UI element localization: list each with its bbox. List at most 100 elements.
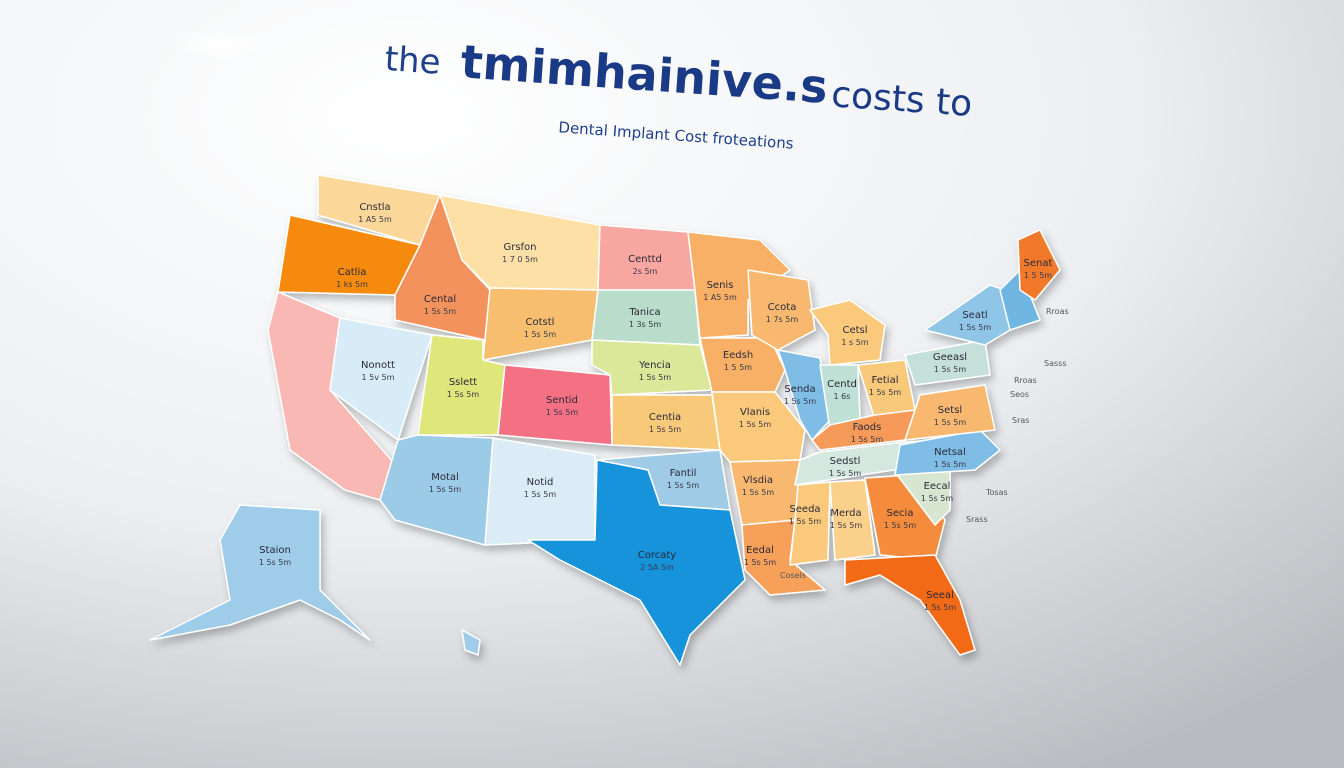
state-value: 1 5v 5m [362, 373, 395, 382]
state-value: 1 5s 5m [259, 558, 292, 567]
state-shape [904, 339, 991, 386]
state-value: 1 5 5m [724, 363, 752, 372]
state-shape [844, 554, 976, 656]
state-name: Eedsh [723, 350, 753, 361]
state-value: 2 5A 5m [640, 563, 674, 572]
state-name: Sslett [449, 377, 477, 388]
state-shape [904, 384, 996, 441]
state-name: Cetsl [842, 325, 867, 336]
state-name: Vlsdia [743, 475, 773, 486]
state-value: 1 A5 5m [358, 215, 392, 224]
state-shape [789, 481, 831, 566]
state-name: Fantil [670, 468, 697, 479]
state-value: 1 5s 5m [639, 373, 672, 382]
state-value: 1 A5 5m [703, 293, 737, 302]
state-shape [1017, 229, 1061, 301]
state-value: 1 s 5m [841, 338, 868, 347]
state-value: 1 5s 5m [789, 517, 822, 526]
state-labels: Cnstla 1 A5 5m Catlia 1 ks 5m Grsfon 1 7 0 5m… [259, 202, 1053, 612]
coast-label: Cosels [780, 571, 806, 580]
state-name: Senda [784, 384, 815, 395]
coast-label: Sasss [1044, 359, 1066, 368]
state-name: Fetial [872, 375, 899, 386]
state-value: 1 5s 5m [851, 435, 884, 444]
state-value: 1 7 0 5m [502, 255, 538, 264]
state-name: Vlanis [740, 407, 770, 418]
state-value: 1 5s 5m [934, 460, 967, 469]
coast-labels: Cosels Rroas Sasss Rroas Seos Sras Tosas Srass [780, 307, 1069, 580]
state-shape [829, 479, 876, 561]
state-value: 1 5s 5m [884, 521, 917, 530]
coast-label: Rroas [1014, 376, 1037, 385]
state-shape [747, 269, 816, 351]
state-value: 1 5s 5m [524, 330, 557, 339]
state-value: 1 5s 5m [424, 307, 457, 316]
state-value: 1 5s 5m [667, 481, 700, 490]
state-value: 1 ks 5m [336, 280, 368, 289]
state-name: Catlia [338, 267, 367, 278]
state-name: Senis [707, 280, 734, 291]
state-value: 1 5s 5m [934, 365, 967, 374]
state-name: Sentid [546, 395, 578, 406]
state-name: Cotstl [526, 317, 555, 328]
state-name: Netsal [934, 447, 966, 458]
state-value: 1 7s 5m [766, 315, 799, 324]
state-value: 1 5s 5m [649, 425, 682, 434]
state-name: Setsl [938, 405, 962, 416]
state-name: Nonott [361, 360, 395, 371]
state-shape [809, 299, 886, 366]
state-name: Secia [887, 508, 914, 519]
state-value: 1 3s 5m [629, 320, 662, 329]
state-value: 1 5s 5m [546, 408, 579, 417]
state-name: Notid [527, 477, 554, 488]
state-shape [999, 269, 1041, 331]
state-name: Seeda [789, 504, 820, 515]
state-shape [149, 504, 371, 641]
title-tail: costs to [830, 74, 974, 125]
light-spot [175, 29, 265, 61]
state-name: Sedstl [830, 456, 861, 467]
state-value: 1 5s 5m [959, 323, 992, 332]
title-lead: the [383, 39, 441, 83]
state-value: 1 5 5m [1024, 271, 1052, 280]
state-value: 1 5s 5m [869, 388, 902, 397]
state-name: Senat [1024, 258, 1053, 269]
state-value: 2s 5m [633, 267, 658, 276]
state-name: Seatl [962, 310, 987, 321]
state-value: 1 5s 5m [429, 485, 462, 494]
state-name: Corcaty [638, 550, 677, 561]
state-shape [687, 231, 791, 339]
state-name: Staion [259, 545, 291, 556]
coast-label: Srass [966, 515, 988, 524]
state-name: Yencia [638, 360, 671, 371]
coast-label: Rroas [1046, 307, 1069, 316]
state-name: Tanica [628, 307, 660, 318]
state-value: 1 5s 5m [784, 397, 817, 406]
state-value: 1 5s 5m [924, 603, 957, 612]
state-name: Centia [649, 412, 681, 423]
coast-label: Seos [1010, 390, 1029, 399]
state-value: 1 5s 5m [744, 558, 777, 567]
state-value: 1 5s 5m [829, 469, 862, 478]
state-name: Centtd [628, 254, 662, 265]
state-name: Seeal [926, 590, 954, 601]
state-value: 1 5s 5m [921, 494, 954, 503]
state-name: Faods [853, 422, 882, 433]
island-shape [461, 629, 481, 656]
state-value: 1 5s 5m [742, 488, 775, 497]
state-name: Eecal [924, 481, 951, 492]
state-name: Ccota [768, 302, 797, 313]
state-name: Geeasl [933, 352, 967, 363]
state-name: Cnstla [359, 202, 390, 213]
map [149, 174, 1061, 666]
state-value: 1 5s 5m [739, 420, 772, 429]
coast-label: Tosas [985, 488, 1008, 497]
state-name: Motal [431, 472, 459, 483]
state-name: Grsfon [503, 242, 536, 253]
state-value: 1 5s 5m [830, 521, 863, 530]
state-shape [527, 459, 746, 666]
state-value: 1 6s [834, 392, 851, 401]
coast-label: Sras [1012, 416, 1029, 425]
